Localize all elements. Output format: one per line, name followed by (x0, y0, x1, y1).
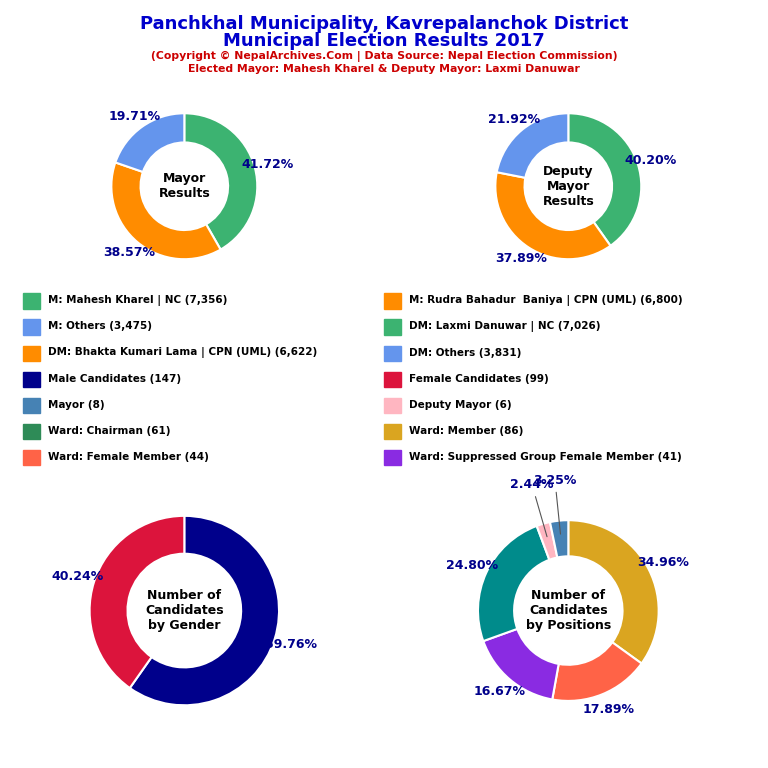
Text: Ward: Female Member (44): Ward: Female Member (44) (48, 452, 208, 462)
Text: Male Candidates (147): Male Candidates (147) (48, 373, 180, 384)
Wedge shape (552, 642, 641, 701)
Text: 59.76%: 59.76% (265, 637, 317, 650)
Wedge shape (568, 520, 659, 664)
Wedge shape (483, 629, 558, 700)
Wedge shape (184, 113, 257, 250)
Text: Female Candidates (99): Female Candidates (99) (409, 373, 548, 384)
Text: 19.71%: 19.71% (108, 110, 161, 123)
Text: 40.20%: 40.20% (624, 154, 677, 167)
Text: 38.57%: 38.57% (104, 246, 155, 259)
Text: 21.92%: 21.92% (488, 113, 540, 126)
Wedge shape (130, 516, 279, 705)
Wedge shape (497, 113, 568, 178)
Text: 3.25%: 3.25% (533, 474, 577, 534)
Text: 2.44%: 2.44% (510, 478, 554, 537)
Text: Deputy Mayor (6): Deputy Mayor (6) (409, 399, 511, 410)
Text: Municipal Election Results 2017: Municipal Election Results 2017 (223, 32, 545, 50)
Wedge shape (111, 163, 220, 259)
Text: Ward: Member (86): Ward: Member (86) (409, 425, 523, 436)
Text: M: Mahesh Kharel | NC (7,356): M: Mahesh Kharel | NC (7,356) (48, 295, 227, 306)
Wedge shape (90, 516, 184, 688)
Text: 16.67%: 16.67% (473, 686, 525, 698)
Text: Ward: Chairman (61): Ward: Chairman (61) (48, 425, 170, 436)
Wedge shape (568, 113, 641, 246)
Text: Number of
Candidates
by Gender: Number of Candidates by Gender (145, 589, 223, 632)
Text: 41.72%: 41.72% (241, 157, 293, 170)
Text: 34.96%: 34.96% (637, 555, 689, 568)
Text: Mayor (8): Mayor (8) (48, 399, 104, 410)
Wedge shape (550, 520, 568, 558)
Text: M: Others (3,475): M: Others (3,475) (48, 321, 151, 332)
Text: Panchkhal Municipality, Kavrepalanchok District: Panchkhal Municipality, Kavrepalanchok D… (140, 15, 628, 33)
Text: 37.89%: 37.89% (495, 252, 548, 265)
Text: Mayor
Results: Mayor Results (158, 172, 210, 200)
Text: DM: Others (3,831): DM: Others (3,831) (409, 347, 521, 358)
Text: Ward: Suppressed Group Female Member (41): Ward: Suppressed Group Female Member (41… (409, 452, 681, 462)
Text: DM: Bhakta Kumari Lama | CPN (UML) (6,622): DM: Bhakta Kumari Lama | CPN (UML) (6,62… (48, 347, 317, 358)
Text: DM: Laxmi Danuwar | NC (7,026): DM: Laxmi Danuwar | NC (7,026) (409, 321, 600, 332)
Text: Number of
Candidates
by Positions: Number of Candidates by Positions (525, 589, 611, 632)
Wedge shape (478, 526, 549, 641)
Text: 17.89%: 17.89% (582, 703, 634, 716)
Text: Deputy
Mayor
Results: Deputy Mayor Results (542, 165, 594, 207)
Text: M: Rudra Bahadur  Baniya | CPN (UML) (6,800): M: Rudra Bahadur Baniya | CPN (UML) (6,8… (409, 295, 682, 306)
Wedge shape (115, 113, 184, 172)
Text: (Copyright © NepalArchives.Com | Data Source: Nepal Election Commission): (Copyright © NepalArchives.Com | Data So… (151, 51, 617, 61)
Text: 40.24%: 40.24% (51, 571, 104, 584)
Wedge shape (495, 172, 611, 260)
Text: Elected Mayor: Mahesh Kharel & Deputy Mayor: Laxmi Danuwar: Elected Mayor: Mahesh Kharel & Deputy Ma… (188, 64, 580, 74)
Wedge shape (537, 522, 558, 560)
Text: 24.80%: 24.80% (445, 559, 498, 572)
